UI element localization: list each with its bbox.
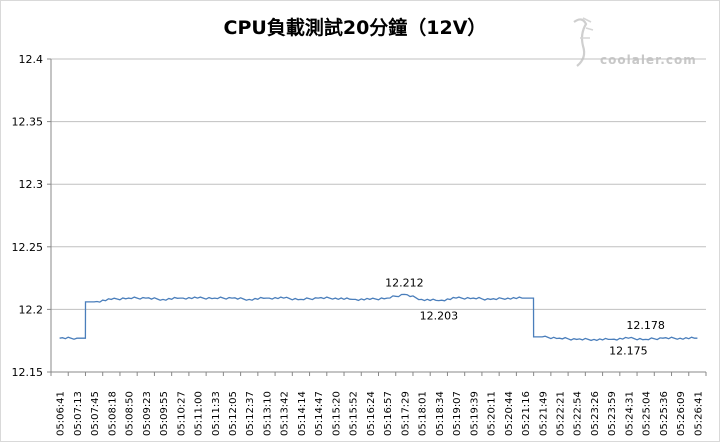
x-tick-label: 05:14:14 [297, 391, 308, 436]
x-tick-label: 05:17:29 [400, 391, 411, 436]
watermark-text: coolaler.com [600, 53, 697, 67]
annotations: 12.212 12.203 12.178 12.175 [385, 276, 665, 357]
x-tick-label: 05:25:04 [642, 391, 653, 436]
x-tick-label: 05:14:47 [314, 391, 325, 436]
y-tick-label: 12.4 [19, 53, 44, 66]
x-tick-label: 05:18:01 [418, 391, 429, 436]
data-label: 12.178 [626, 319, 665, 332]
y-tick-label: 12.15 [12, 366, 44, 379]
x-tick-label: 05:09:23 [142, 391, 153, 436]
x-tick-label: 05:26:09 [676, 391, 687, 436]
x-tick-label: 05:11:00 [194, 391, 205, 436]
x-tick-label: 05:24:31 [624, 391, 635, 436]
x-tick-label: 05:13:10 [262, 391, 273, 436]
x-tick-label: 05:07:45 [90, 391, 101, 436]
x-tick-label: 05:15:52 [349, 391, 360, 436]
x-tick-label: 05:06:41 [56, 391, 67, 436]
x-tick-label: 05:10:27 [176, 391, 187, 436]
x-tick-label: 05:07:13 [73, 391, 84, 436]
x-tick-label: 05:22:54 [573, 391, 584, 436]
x-tick-label: 05:13:42 [280, 391, 291, 436]
x-tick-label: 05:08:18 [107, 391, 118, 436]
x-tick-label: 05:12:05 [228, 391, 239, 436]
series-line [59, 293, 698, 342]
data-label: 12.175 [609, 345, 648, 358]
x-tick-label: 05:16:57 [383, 391, 394, 436]
x-tick-label: 05:15:20 [331, 391, 342, 436]
x-tick-label: 05:18:34 [435, 391, 446, 436]
x-tick-label: 05:11:33 [211, 391, 222, 436]
watermark-brush-icon [573, 18, 588, 67]
x-tick-label: 05:21:49 [538, 391, 549, 436]
x-tick-label: 05:19:07 [452, 391, 463, 436]
y-tick-label: 12.25 [12, 241, 44, 254]
x-tick-label: 05:19:39 [469, 391, 480, 436]
x-tick-label: 05:22:21 [555, 391, 566, 436]
data-label: 12.203 [420, 310, 459, 323]
x-tick-label: 05:20:44 [504, 391, 515, 436]
y-tick-label: 12.35 [12, 116, 44, 129]
y-axis-ticks: 12.15 12.2 12.25 12.3 12.35 12.4 [12, 53, 51, 379]
x-tick-label: 05:12:37 [245, 391, 256, 436]
series [59, 293, 698, 342]
chart-title: CPU負載測試20分鐘（12V） [224, 16, 487, 39]
x-tick-label: 05:20:11 [487, 391, 498, 436]
x-tick-label: 05:26:41 [693, 391, 704, 436]
watermark-logo: coolaler.com [573, 17, 697, 67]
x-axis-ticks: 05:06:41 05:07:13 05:07:45 05:08:18 05:08:50… [50, 372, 707, 436]
x-tick-label: 05:21:16 [521, 391, 532, 436]
y-tick-label: 12.3 [19, 178, 44, 191]
x-tick-label: 05:16:24 [366, 391, 377, 436]
x-tick-label: 05:23:59 [607, 391, 618, 436]
watermark-brush-strokes [580, 17, 594, 39]
x-tick-label: 05:09:55 [159, 391, 170, 436]
y-tick-label: 12.2 [19, 303, 44, 316]
data-label: 12.212 [385, 276, 424, 289]
x-tick-label: 05:23:26 [590, 391, 601, 436]
x-tick-label: 05:25:36 [659, 391, 670, 436]
x-tick-label: 05:08:50 [125, 391, 136, 436]
